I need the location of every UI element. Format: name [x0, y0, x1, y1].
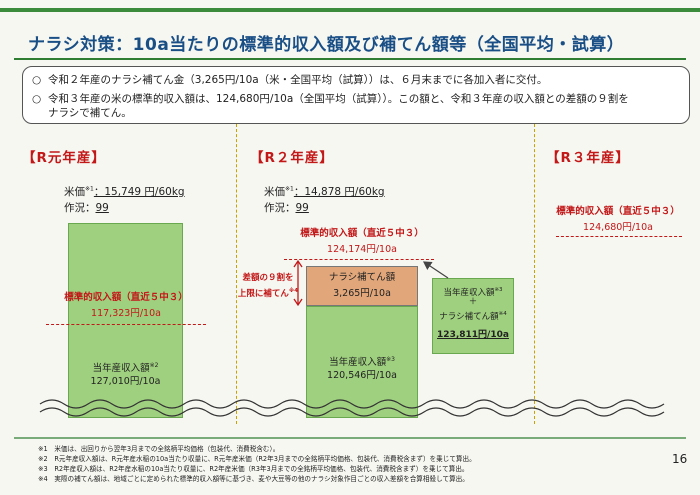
r2-total-value: 123,811円/10a	[437, 330, 509, 340]
r2-diff-arrow-head-bottom-icon	[293, 298, 303, 307]
top-accent-line	[0, 8, 700, 12]
r2-standard-line	[284, 259, 434, 260]
note-text: 令和２年産のナラシ補てん金（3,265円/10a（米・全国平均（試算））は、６月…	[48, 74, 548, 86]
r2-standard-label: 標準的収入額（直近５中３）	[300, 228, 424, 239]
r2-total-line2: ナラシ補てん額※4	[430, 308, 516, 323]
r2-total-box	[432, 278, 514, 354]
r2-rice-price: 米価※1：14,878 円/60kg	[264, 184, 385, 199]
price-label: 米価	[264, 186, 285, 198]
footnote-ref: ※4	[288, 288, 299, 294]
footnote-ref: ※1	[285, 185, 294, 193]
income-label-text: 当年産収入額	[92, 363, 150, 375]
r2-income-value: 120,546円/10a	[327, 370, 397, 381]
r3-standard-value: 124,680円/10a	[583, 222, 653, 233]
footnote-ref: ※3	[386, 356, 395, 363]
r1-standard-label: 標準的収入額（直近５中３）	[64, 292, 188, 303]
axis-wave-lower-icon	[39, 407, 665, 417]
r2-total-pointer-arrow-icon	[423, 261, 449, 279]
footnote-ref: ※1	[85, 185, 94, 193]
r2-income-label: 当年産収入額※3	[306, 352, 418, 370]
page-title: ナラシ対策：10a当たりの標準的収入額及び補てん額等（全国平均・試算）	[28, 35, 625, 55]
r1-standard-value: 117,323円/10a	[91, 308, 161, 319]
summary-box	[22, 66, 690, 124]
axis-wave-upper-icon	[39, 399, 665, 409]
r1-income-bar	[68, 223, 183, 418]
crop-label: 作況：	[264, 202, 296, 214]
r3-standard-label: 標準的収入額（直近５中３）	[556, 206, 680, 217]
summary-note-3: ナラシで補てん。	[32, 106, 132, 120]
footnote-4: ※4 実際の補てん額は、地域ごとに定められた標準的収入額等に基づき、麦や大豆等の…	[38, 475, 469, 483]
r2-crop-index: 作況：99	[264, 200, 309, 215]
r2-diff-arrow-head-top-icon	[293, 259, 303, 268]
footnote-2: ※2 R元年産収入額は、R元年産水稲の10a当たり収量に、R元年産米価（R2年3…	[38, 455, 476, 463]
price-label: 米価	[64, 186, 85, 198]
summary-note-1: ○ 令和２年産のナラシ補てん金（3,265円/10a（米・全国平均（試算））は、６…	[32, 73, 547, 87]
crop-value: 99	[95, 202, 109, 214]
r2-standard-value: 124,174円/10a	[327, 244, 397, 255]
crop-value: 99	[295, 202, 309, 214]
footnote-ref: ※3	[494, 287, 503, 293]
r2-total-line1: 当年産収入額※3	[430, 284, 516, 299]
income-label-text: 当年産収入額	[329, 357, 387, 369]
r2-total-plus: ＋	[468, 297, 478, 307]
price-value: ：15,749 円/60kg	[93, 186, 185, 198]
total-text: 当年産収入額	[443, 287, 495, 298]
r1-income-value: 127,010円/10a	[90, 376, 161, 387]
r2-compensation-bar	[306, 266, 418, 306]
footnote-1: ※1 米価は、出回りから翌年3月までの全銘柄平均価格（包装代、消費税含む）。	[38, 445, 280, 453]
bullet: ○	[32, 93, 42, 105]
r1-crop-index: 作況：99	[64, 200, 109, 215]
footnote-3: ※3 R2年産収入額は、R2年産水稲の10a当たり収量に、R2年産米価（R3年3…	[38, 465, 469, 473]
r1-standard-line	[46, 324, 206, 325]
r1-rice-price: 米価※1：15,749 円/60kg	[64, 184, 185, 199]
year-header-r2: 【R２年産】	[250, 150, 334, 166]
page-number: 16	[672, 452, 688, 466]
r2-diff-label-1: 差額の９割を	[242, 273, 294, 283]
price-value: ：14,878 円/60kg	[293, 186, 385, 198]
note-text: 令和３年産の米の標準的収入額は、124,680円/10a（全国平均（試算））。こ…	[48, 93, 629, 105]
footnote-ref: ※2	[149, 362, 159, 369]
r2-compensation-label: ナラシ補てん額	[328, 272, 396, 283]
crop-label: 作況：	[64, 202, 96, 214]
total-text: ナラシ補てん額	[439, 311, 499, 322]
r2-compensation-value: 3,265円/10a	[333, 288, 391, 299]
title-underline	[14, 58, 686, 60]
column-divider-1	[236, 124, 237, 424]
diff-text: 上限に補てん	[237, 288, 289, 299]
year-header-r1: 【R元年産】	[22, 150, 106, 166]
r2-diff-label-2: 上限に補てん※4	[232, 285, 304, 301]
bullet: ○	[32, 74, 42, 86]
note-text: ナラシで補てん。	[48, 107, 132, 119]
r3-standard-line	[556, 236, 682, 237]
r2-income-bar	[306, 306, 418, 418]
r1-income-label: 当年産収入額※2	[68, 358, 183, 376]
year-header-r3: 【R３年産】	[546, 150, 630, 166]
footnote-ref: ※4	[498, 311, 507, 317]
summary-note-2: ○ 令和３年産の米の標準的収入額は、124,680円/10a（全国平均（試算））。…	[32, 92, 629, 106]
column-divider-2	[534, 124, 535, 424]
